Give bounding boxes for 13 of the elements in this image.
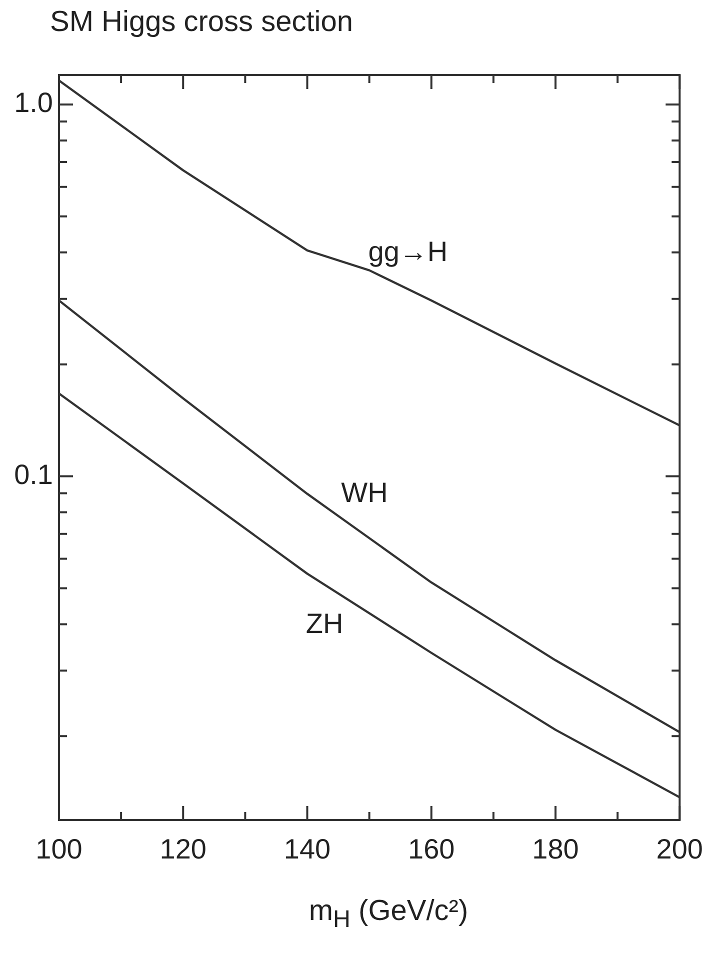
x-tick-label: 180 (532, 834, 579, 865)
x-tick-label: 100 (36, 834, 82, 865)
x-axis-title: m$_{H}$ (GeV/c²) (308, 895, 470, 934)
series-label: gg→H (368, 236, 448, 268)
y-tick-label: 1.0 (14, 87, 53, 118)
x-tick-label: 200 (656, 834, 703, 865)
chart-title: SM Higgs cross section (50, 6, 353, 39)
series-label: WH (341, 477, 388, 508)
series-label: ZH (306, 608, 344, 640)
x-tick-label: 140 (284, 834, 331, 865)
y-tick-label: 0.1 (14, 458, 53, 490)
x-tick-label: 120 (160, 834, 206, 865)
x-tick-label: 160 (408, 834, 455, 865)
